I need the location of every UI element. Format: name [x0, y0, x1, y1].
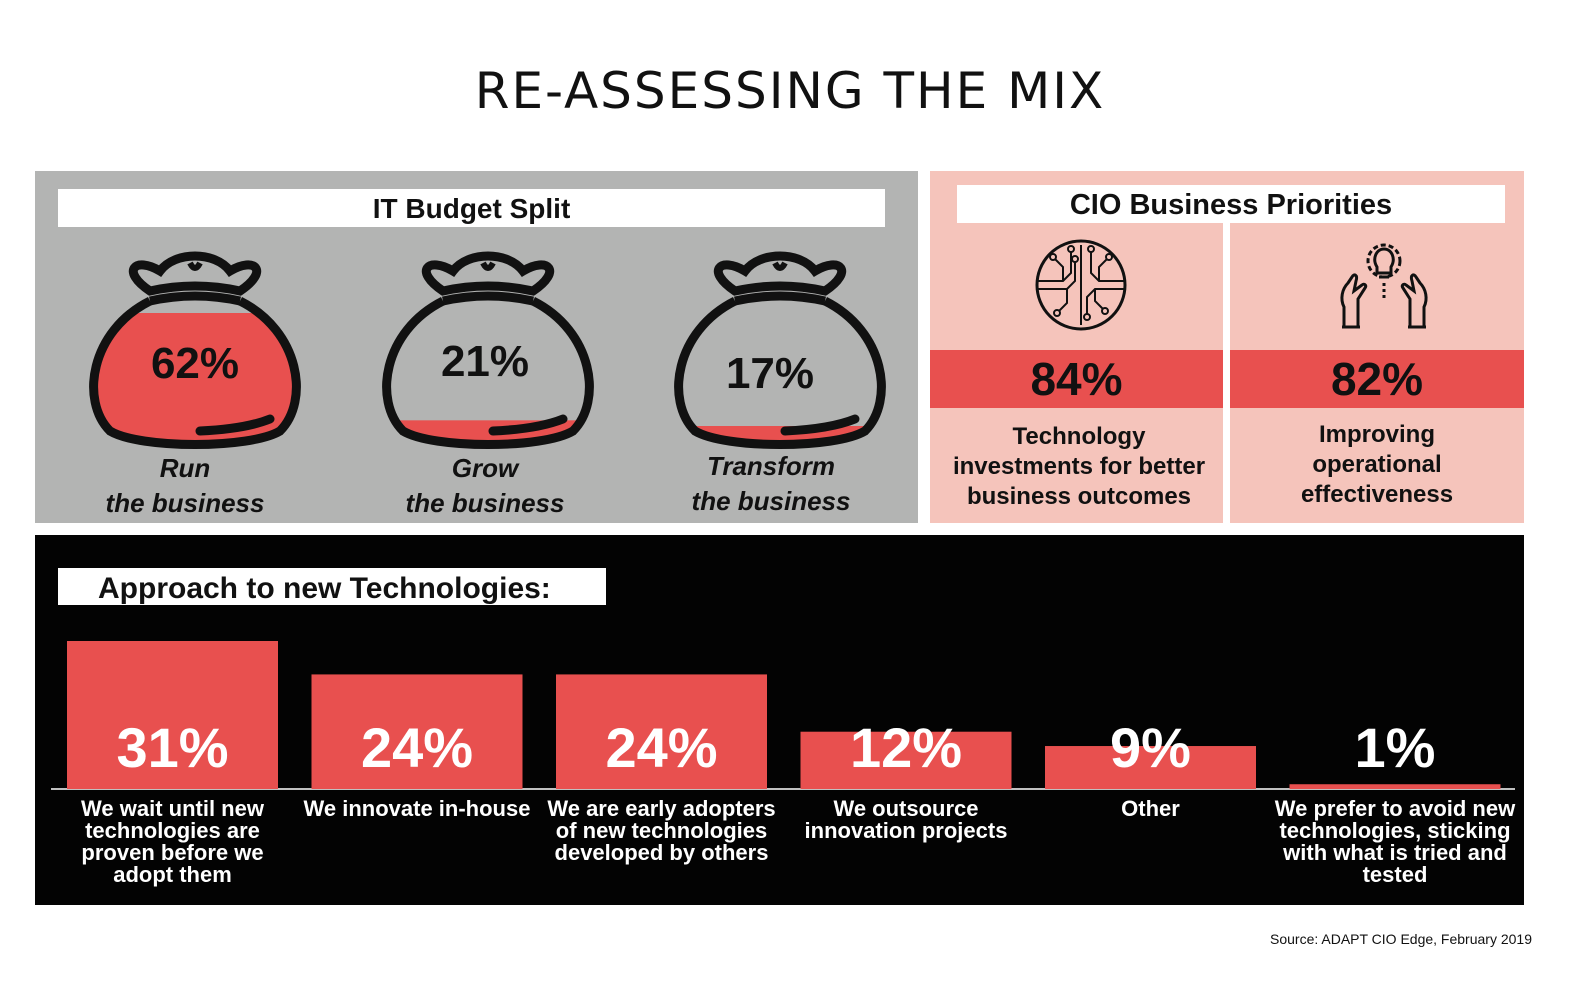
priority-pct-operational: 82% [1330, 353, 1424, 405]
bar-value-label-we-prefer-to-avoid-new-technolog: 1% [1355, 716, 1436, 779]
budget-panel-title: IT Budget Split [58, 189, 885, 227]
bar-we-are-early-adopters-of-new-tec [556, 674, 767, 789]
bag-pct-run: 62% [150, 339, 240, 388]
category-label-we-prefer-to-avoid-new-technolog: We prefer to avoid new technologies, stic… [1275, 796, 1516, 887]
circuit-brain-icon [1035, 239, 1127, 331]
bar-we-prefer-to-avoid-new-technolog [1289, 784, 1501, 789]
priority-pct-technology: 84% [1030, 353, 1123, 405]
bag-caption-run: Run the business [105, 453, 265, 518]
priority-text-operational: Improving operational effectiveness [1300, 421, 1454, 508]
priorities-panel: CIO Business Priorities 84% [930, 171, 1524, 523]
bar-value-label-we-innovate-in-house: 24% [361, 716, 473, 779]
bar-value-label-we-wait-until-new-technologies-a: 31% [116, 716, 228, 779]
approach-panel: Approach to new Technologies: 31% We wait… [35, 535, 1524, 905]
bar-value-label-we-are-early-adopters-of-new-tec: 24% [605, 716, 717, 779]
priority-text-technology: Technology investments for better busine… [952, 423, 1206, 510]
category-label-other: Other [1121, 796, 1180, 821]
priorities-panel-title: CIO Business Priorities [957, 185, 1505, 223]
bar-other [1045, 746, 1256, 789]
money-bag-icon-transform [674, 251, 886, 449]
bag-caption-transform: Transform the business [691, 451, 851, 516]
category-label-we-wait-until-new-technologies-a: We wait until new technologies are proven … [81, 796, 265, 887]
money-bag-icon-run [89, 251, 301, 449]
category-label-we-outsource-innovation-projects: We outsource innovation projects [805, 796, 1008, 843]
approach-bar-chart: 31% We wait until new technologies are prov… [51, 641, 1516, 887]
bar-value-label-other: 9% [1110, 716, 1191, 779]
priorities-divider [1223, 223, 1230, 523]
bag-pct-grow: 21% [440, 337, 530, 386]
approach-panel-title: Approach to new Technologies: [58, 568, 606, 605]
bar-we-innovate-in-house [311, 674, 523, 789]
bag-caption-grow: Grow the business [405, 453, 565, 518]
category-label-we-are-early-adopters-of-new-tec: We are early adopters of new technologies… [547, 796, 775, 865]
bag-pct-transform: 17% [725, 349, 815, 398]
budget-panel: IT Budget Split 62% Run the business 21% … [35, 171, 918, 523]
bar-value-label-we-outsource-innovation-projects: 12% [850, 716, 962, 779]
source-note: Source: ADAPT CIO Edge, February 2019 [1270, 931, 1532, 947]
bar-we-outsource-innovation-projects [800, 731, 1012, 789]
page-title: RE-ASSESSING THE MIX [474, 62, 1106, 120]
category-label-we-innovate-in-house: We innovate in-house [304, 796, 531, 821]
bar-we-wait-until-new-technologies-a [67, 641, 278, 789]
money-bag-icon-grow [382, 251, 594, 449]
hands-lightbulb-gear-icon [1340, 243, 1428, 329]
